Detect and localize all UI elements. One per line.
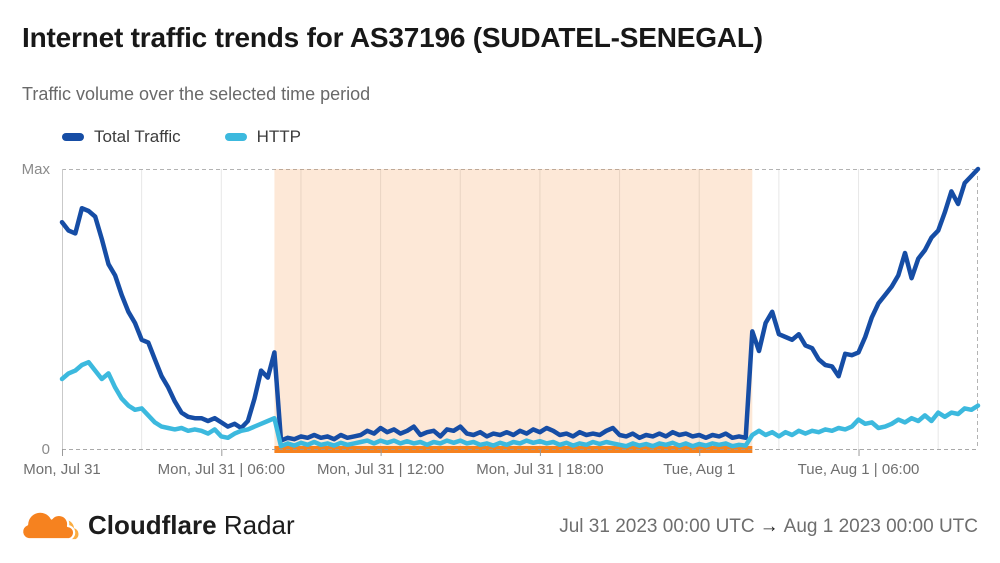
y-axis-min-label: 0 [41,441,50,458]
page-subtitle: Traffic volume over the selected time pe… [22,84,371,104]
brand-name: Cloudflare [88,509,217,540]
x-axis-label: Tue, Aug 1 [663,461,736,478]
legend-item-total-traffic[interactable]: Total Traffic [62,127,181,147]
x-axis-labels: Mon, Jul 31 Mon, Jul 31 | 06:00 Mon, Jul 3… [23,461,978,479]
legend-label-http: HTTP [256,127,302,146]
chart-legend: Total Traffic HTTP [62,127,301,147]
cloudflare-radar-brand[interactable]: Cloudflare Radar [20,503,295,547]
time-range-end: Aug 1 2023 00:00 UTC [783,516,978,537]
x-axis-label: Mon, Jul 31 [23,461,101,478]
time-range: Jul 31 2023 00:00 UTC → Aug 1 2023 00:00 U… [559,516,978,538]
y-axis-max-label: Max [21,161,50,178]
arrow-right-icon: → [759,516,779,537]
time-range-start: Jul 31 2023 00:00 UTC [559,516,755,537]
cloudflare-logo-icon [21,510,79,541]
traffic-line-chart[interactable] [59,166,981,461]
legend-item-http[interactable]: HTTP [224,127,302,147]
legend-label-total-traffic: Total Traffic [94,127,181,146]
brand-product: Radar [223,509,295,540]
x-axis-label: Mon, Jul 31 | 18:00 [476,461,604,478]
http-swatch-icon [224,133,247,141]
x-axis-label: Mon, Jul 31 | 12:00 [316,461,445,478]
brand-text: Cloudflare Radar [88,510,295,541]
total-traffic-swatch-icon [62,133,84,141]
page-title: Internet traffic trends for AS37196 (SUD… [22,22,763,53]
x-axis-label: Mon, Jul 31 | 06:00 [157,461,285,478]
x-axis-label: Tue, Aug 1 | 06:00 [797,461,920,478]
